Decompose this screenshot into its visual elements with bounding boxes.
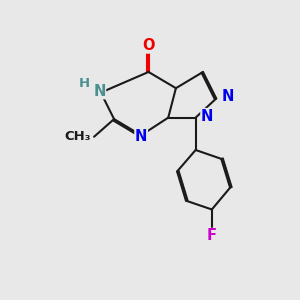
Text: O: O [142,38,155,53]
Text: N: N [201,109,213,124]
Text: F: F [207,229,217,244]
Text: H: H [79,77,90,90]
Text: N: N [135,129,147,144]
Text: N: N [93,84,106,99]
Text: CH₃: CH₃ [64,130,91,143]
Text: N: N [221,89,234,104]
